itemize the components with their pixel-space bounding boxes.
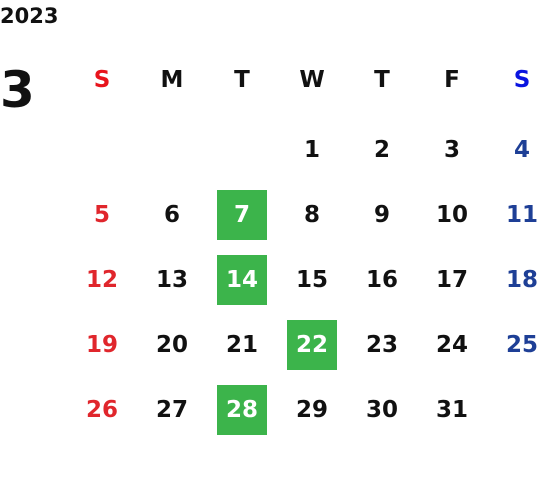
day: 17 — [435, 267, 468, 293]
weekday-header: W — [299, 67, 325, 93]
day: 8 — [303, 202, 320, 228]
day: 29 — [295, 397, 328, 423]
highlighted-day: 14 — [217, 255, 267, 305]
highlighted-day: 28 — [217, 385, 267, 435]
day: 25 — [505, 332, 538, 358]
day: 20 — [155, 332, 188, 358]
day: 30 — [365, 397, 398, 423]
day: 31 — [435, 397, 468, 423]
day: 5 — [93, 202, 110, 228]
day: 26 — [85, 397, 118, 423]
day: 16 — [365, 267, 398, 293]
day: 23 — [365, 332, 398, 358]
weekday-header: S — [513, 67, 531, 93]
month: 3 — [0, 61, 35, 119]
day: 15 — [295, 267, 328, 293]
day: 19 — [85, 332, 118, 358]
day: 4 — [513, 137, 530, 163]
weekday-header: T — [234, 67, 250, 93]
highlighted-day: 22 — [287, 320, 337, 370]
weekday-header: M — [160, 67, 184, 93]
day: 13 — [155, 267, 188, 293]
day: 18 — [505, 267, 538, 293]
day: 9 — [373, 202, 390, 228]
day: 6 — [163, 202, 180, 228]
weekday-header: S — [93, 67, 111, 93]
day: 2 — [373, 137, 390, 163]
day: 24 — [435, 332, 468, 358]
year: 2023 — [0, 4, 59, 28]
day: 1 — [303, 137, 320, 163]
day: 11 — [505, 202, 538, 228]
day: 3 — [443, 137, 460, 163]
day: 21 — [225, 332, 258, 358]
day: 27 — [155, 397, 188, 423]
highlighted-day: 7 — [217, 190, 267, 240]
weekday-header: T — [374, 67, 390, 93]
weekday-header: F — [444, 67, 460, 93]
day: 10 — [435, 202, 468, 228]
day: 12 — [85, 267, 118, 293]
